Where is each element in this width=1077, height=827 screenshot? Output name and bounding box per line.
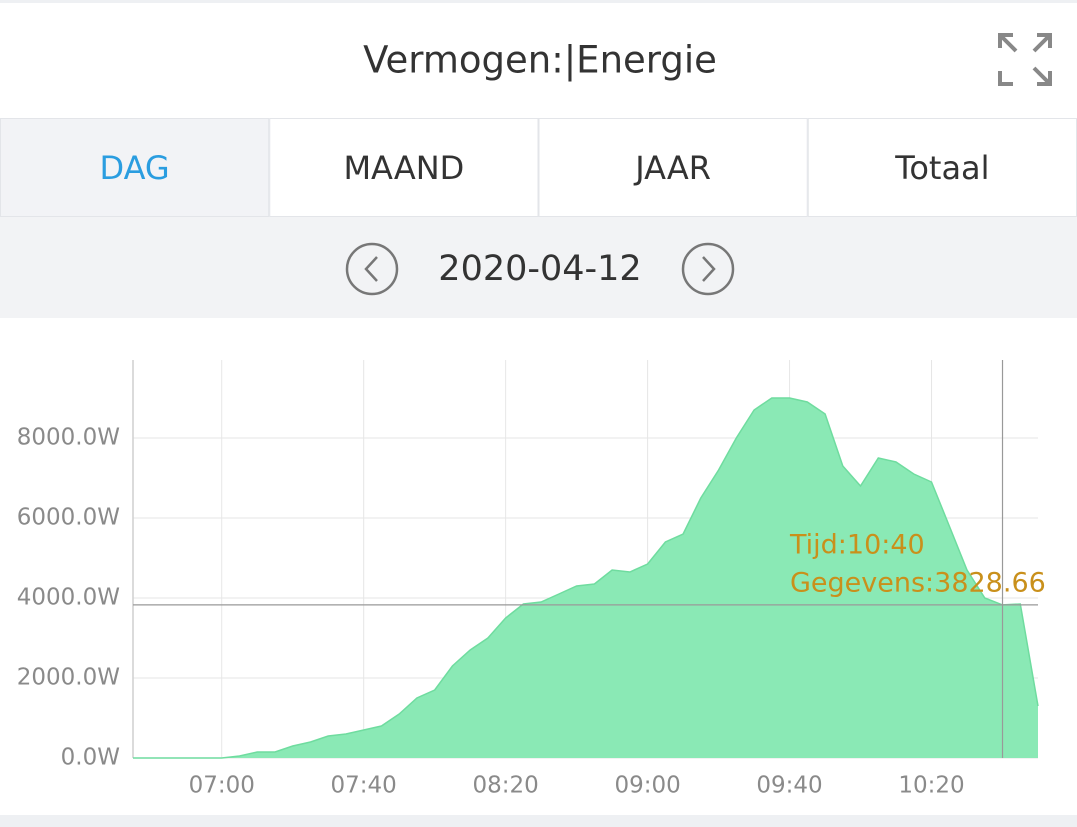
x-tick-label: 07:40 — [331, 773, 397, 799]
x-tick-label: 10:20 — [898, 773, 964, 799]
date-bar — [0, 217, 1077, 318]
tab-label: JAAR — [633, 149, 711, 187]
area-line — [133, 397, 1039, 759]
tab-background — [269, 118, 539, 217]
tooltip-text: Tijd:10:40 — [789, 530, 925, 561]
tab-label: DAG — [100, 149, 170, 187]
x-tick-label: 09:00 — [614, 773, 680, 799]
tooltip-text: Gegevens:3828.66 — [790, 568, 1046, 599]
y-tick-label: 4000.0W — [17, 585, 120, 611]
y-tick-label: 0.0W — [61, 745, 120, 771]
tab-label: MAAND — [343, 149, 464, 187]
tab[interactable]: MAAND — [269, 118, 539, 217]
tab[interactable]: Totaal — [807, 118, 1077, 217]
x-tick-label: 07:00 — [189, 773, 255, 799]
y-tick-label: 6000.0W — [17, 505, 120, 531]
bottom-edge — [0, 815, 1077, 827]
date-label: 2020-04-12 — [438, 249, 641, 289]
tab-background — [538, 118, 808, 217]
top-edge — [0, 0, 1077, 3]
y-tick-label: 2000.0W — [17, 665, 120, 691]
tab[interactable]: DAG — [0, 118, 270, 217]
fullscreen-button[interactable] — [998, 33, 1052, 86]
tab[interactable]: JAAR — [538, 118, 808, 217]
page-title: Vermogen:|Energie — [363, 39, 717, 82]
x-tick-label: 08:20 — [472, 773, 538, 799]
x-tick-label: 09:40 — [756, 773, 822, 799]
tab-background — [0, 118, 270, 217]
prev-date-button[interactable] — [345, 242, 399, 296]
tab-label: Totaal — [894, 149, 989, 187]
chart: 0.0W 2000.0W 4000.0W 6000.0W 8000.0W 07:00 07:… — [17, 360, 1046, 799]
tab-background — [807, 118, 1077, 217]
next-date-button[interactable] — [681, 242, 735, 296]
y-tick-label: 8000.0W — [17, 425, 120, 451]
area-fill — [133, 398, 1038, 758]
